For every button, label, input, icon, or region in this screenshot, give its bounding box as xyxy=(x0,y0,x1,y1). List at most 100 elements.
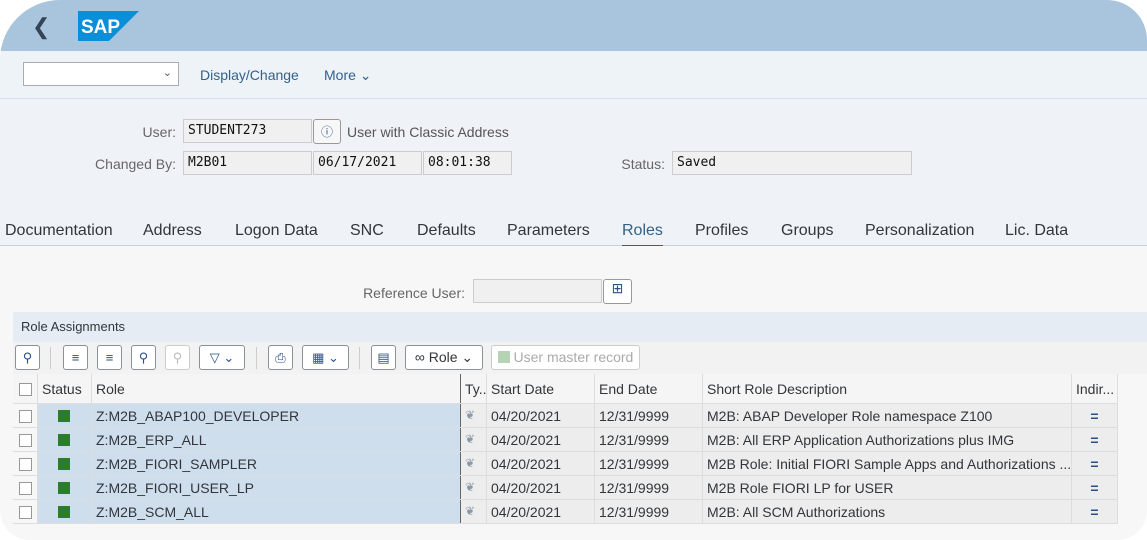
tab-parameters[interactable]: Parameters xyxy=(507,222,590,239)
indirect-cell: = xyxy=(1072,452,1118,475)
tab-roles[interactable]: Roles xyxy=(622,222,663,248)
row-checkbox[interactable] xyxy=(13,404,38,427)
col-type[interactable]: Ty... xyxy=(461,374,487,403)
more-button[interactable]: More ⌄ xyxy=(324,67,372,83)
description-cell: M2B Role FIORI LP for USER xyxy=(703,476,1072,499)
tab-profiles[interactable]: Profiles xyxy=(695,222,749,239)
changed-time-field[interactable]: 08:01:38 xyxy=(423,151,512,175)
sort-ascending-button[interactable]: ≡ xyxy=(63,345,88,370)
status-square-icon xyxy=(497,351,510,363)
details-button[interactable]: ⚲ xyxy=(15,345,40,370)
status-field[interactable]: Saved xyxy=(672,151,912,175)
tab-documentation[interactable]: Documentation xyxy=(5,222,113,239)
description-cell: M2B Role: Initial FIORI Sample Apps and … xyxy=(703,452,1072,475)
end-date-cell[interactable]: 12/31/9999 xyxy=(595,476,703,499)
col-start-date[interactable]: Start Date xyxy=(487,374,595,403)
start-date-cell[interactable]: 04/20/2021 xyxy=(487,404,595,427)
user-master-record-button[interactable]: User master record xyxy=(491,345,640,370)
tab-snc[interactable]: SNC xyxy=(350,222,384,239)
type-cell: ❦ xyxy=(461,452,487,475)
end-date-cell[interactable]: 12/31/9999 xyxy=(595,452,703,475)
handshake-icon: ❦ xyxy=(465,456,476,470)
col-indirect[interactable]: Indir... xyxy=(1072,374,1118,403)
sort-descending-icon: ≡ xyxy=(105,350,114,365)
table-row[interactable]: Z:M2B_FIORI_SAMPLER ❦ 04/20/2021 12/31/9… xyxy=(13,452,1118,476)
select-all-checkbox[interactable] xyxy=(13,374,38,403)
grid-toolbar: ⚲ ≡ ≡ ⚲ ⚲ ▽ ⌄ ⎙ ▦ ⌄ ▤ ∞ Role ⌄ User mast… xyxy=(13,342,1147,374)
type-cell: ❦ xyxy=(461,428,487,451)
display-change-button[interactable]: Display/Change xyxy=(200,67,299,83)
export-button[interactable]: ▤ xyxy=(371,345,396,370)
changed-by-field[interactable]: M2B01 xyxy=(183,151,312,175)
print-button[interactable]: ⎙ xyxy=(268,345,293,370)
role-button[interactable]: ∞ Role ⌄ xyxy=(405,345,483,370)
indirect-cell: = xyxy=(1072,500,1118,523)
filter-icon: ▽ ⌄ xyxy=(209,350,235,365)
table-row[interactable]: Z:M2B_ABAP100_DEVELOPER ❦ 04/20/2021 12/… xyxy=(13,404,1118,428)
user-field[interactable]: STUDENT273 xyxy=(183,119,312,143)
find-next-button[interactable]: ⚲ xyxy=(165,345,190,370)
description-cell: M2B: All SCM Authorizations xyxy=(703,500,1072,523)
user-label: User: xyxy=(142,124,176,140)
row-checkbox[interactable] xyxy=(13,452,38,475)
svg-text:SAP: SAP xyxy=(81,17,120,38)
reference-user-field[interactable] xyxy=(473,279,602,303)
tab-lic-data[interactable]: Lic. Data xyxy=(1005,222,1069,239)
filter-button[interactable]: ▽ ⌄ xyxy=(199,345,245,370)
end-date-cell[interactable]: 12/31/9999 xyxy=(595,428,703,451)
role-cell[interactable]: Z:M2B_ABAP100_DEVELOPER xyxy=(92,404,461,427)
role-cell[interactable]: Z:M2B_ERP_ALL xyxy=(92,428,461,451)
sap-logo: SAP xyxy=(78,11,139,41)
tab-bar: Documentation Address Logon Data SNC Def… xyxy=(0,218,1147,248)
col-role[interactable]: Role xyxy=(92,374,461,403)
command-dropdown[interactable]: ⌄ xyxy=(23,62,179,86)
start-date-cell[interactable]: 04/20/2021 xyxy=(487,500,595,523)
search-next-icon: ⚲ xyxy=(172,350,183,365)
indirect-cell: = xyxy=(1072,428,1118,451)
user-header-form: User: STUDENT273 ⓘ User with Classic Add… xyxy=(0,99,1147,246)
find-button[interactable]: ⚲ xyxy=(131,345,156,370)
row-checkbox[interactable] xyxy=(13,428,38,451)
tab-groups[interactable]: Groups xyxy=(781,222,834,239)
row-checkbox[interactable] xyxy=(13,500,38,523)
status-cell xyxy=(38,428,92,451)
changed-date-field[interactable]: 06/17/2021 xyxy=(313,151,422,175)
role-cell[interactable]: Z:M2B_FIORI_SAMPLER xyxy=(92,452,461,475)
tab-logon-data[interactable]: Logon Data xyxy=(235,222,318,239)
end-date-cell[interactable]: 12/31/9999 xyxy=(595,404,703,427)
layout-button[interactable]: ▦ ⌄ xyxy=(302,345,349,370)
back-icon[interactable]: ❮ xyxy=(32,14,51,39)
start-date-cell[interactable]: 04/20/2021 xyxy=(487,452,595,475)
changed-by-label: Changed By: xyxy=(95,156,176,172)
start-date-cell[interactable]: 04/20/2021 xyxy=(487,476,595,499)
status-green-icon xyxy=(58,410,70,422)
row-checkbox[interactable] xyxy=(13,476,38,499)
info-button[interactable]: ⓘ xyxy=(313,119,341,144)
layout-grid-icon: ▦ ⌄ xyxy=(312,350,339,365)
sort-descending-button[interactable]: ≡ xyxy=(97,345,122,370)
glasses-icon: ∞ xyxy=(414,349,425,365)
status-cell xyxy=(38,476,92,499)
info-icon: ⓘ xyxy=(320,125,333,139)
col-status[interactable]: Status xyxy=(38,374,92,403)
start-date-cell[interactable]: 04/20/2021 xyxy=(487,428,595,451)
table-row[interactable]: Z:M2B_SCM_ALL ❦ 04/20/2021 12/31/9999 M2… xyxy=(13,500,1118,524)
end-date-cell[interactable]: 12/31/9999 xyxy=(595,500,703,523)
status-green-icon xyxy=(58,434,70,446)
indirect-cell: = xyxy=(1072,476,1118,499)
table-row[interactable]: Z:M2B_FIORI_USER_LP ❦ 04/20/2021 12/31/9… xyxy=(13,476,1118,500)
table-row[interactable]: Z:M2B_ERP_ALL ❦ 04/20/2021 12/31/9999 M2… xyxy=(13,428,1118,452)
role-cell[interactable]: Z:M2B_SCM_ALL xyxy=(92,500,461,523)
chevron-down-icon: ⌄ xyxy=(162,67,172,79)
role-cell[interactable]: Z:M2B_FIORI_USER_LP xyxy=(92,476,461,499)
role-button-label: Role xyxy=(428,349,458,365)
add-reference-button[interactable]: ⊞ xyxy=(603,279,632,304)
tab-defaults[interactable]: Defaults xyxy=(417,222,476,239)
col-end-date[interactable]: End Date xyxy=(595,374,703,403)
type-cell: ❦ xyxy=(461,404,487,427)
print-icon: ⎙ xyxy=(275,350,286,365)
type-cell: ❦ xyxy=(461,500,487,523)
tab-personalization[interactable]: Personalization xyxy=(865,222,975,239)
col-description[interactable]: Short Role Description xyxy=(703,374,1072,403)
tab-address[interactable]: Address xyxy=(143,222,202,239)
